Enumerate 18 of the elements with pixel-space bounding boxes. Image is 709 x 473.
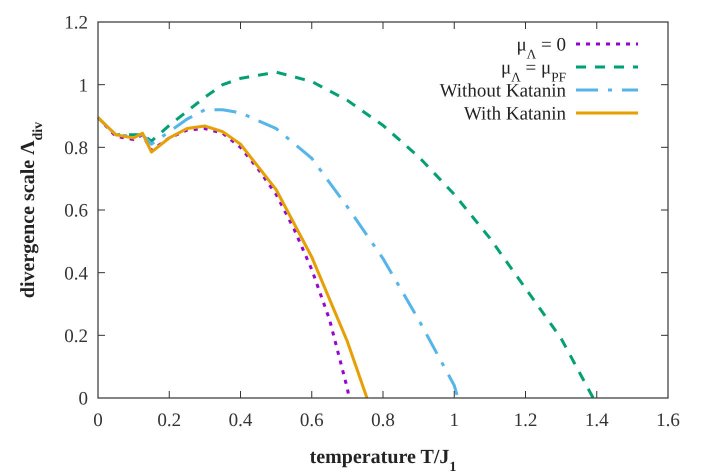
x-axis-title: temperature T/J$_{1}$ xyxy=(310,446,456,473)
y-tick-label: 0.2 xyxy=(64,326,88,347)
x-tick-label: 0.2 xyxy=(157,410,182,431)
legend-label: With Katanin xyxy=(464,104,566,125)
x-tick-label: 0.6 xyxy=(300,410,324,431)
y-tick-label: 0.6 xyxy=(64,200,88,222)
y-tick-label: 0 xyxy=(78,388,88,410)
y-tick-label: 1.2 xyxy=(64,12,88,34)
y-tick-label: 0.4 xyxy=(64,263,88,284)
y-tick-label: 1 xyxy=(78,75,88,96)
x-tick-label: 0.4 xyxy=(228,410,253,431)
x-tick-label: 1.2 xyxy=(514,410,538,431)
x-tick-label: 0 xyxy=(93,410,103,431)
x-tick-label: 1.4 xyxy=(584,410,610,431)
x-tick-label: 0.8 xyxy=(371,410,395,431)
x-tick-label: 1.6 xyxy=(656,410,680,431)
y-tick-label: 0.8 xyxy=(64,138,88,159)
x-tick-label: 1 xyxy=(450,410,459,431)
